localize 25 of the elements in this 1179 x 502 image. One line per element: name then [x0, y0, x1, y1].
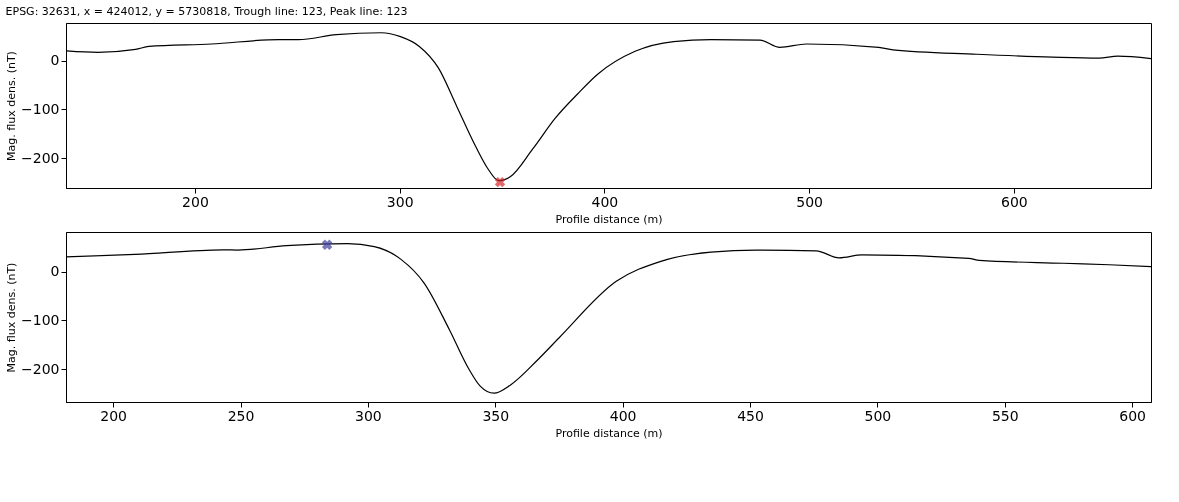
x-tick-label: 350 [482, 407, 510, 424]
x-tick-label: 500 [864, 407, 892, 424]
x-tick-label: 450 [737, 407, 764, 424]
x-tick-label: 600 [1000, 193, 1028, 210]
y-tick-label: 0 [50, 263, 60, 280]
x-axis-title: Profile distance (m) [555, 426, 663, 440]
y-tick-label: −100 [21, 311, 60, 328]
y-tick-label: −200 [21, 149, 60, 166]
y-axis-title: Mag. flux dens. (nT) [5, 262, 19, 373]
x-tick-label: 550 [991, 407, 1019, 424]
x-tick-label: 300 [386, 193, 414, 210]
x-tick-label: 600 [1119, 407, 1147, 424]
y-tick-label: −100 [21, 100, 60, 117]
y-tick-label: −200 [21, 360, 60, 377]
y-axis-title: Mag. flux dens. (nT) [5, 51, 19, 161]
x-tick-label: 400 [591, 193, 619, 210]
y-tick-label: 0 [50, 52, 60, 69]
x-axis-title: Profile distance (m) [555, 212, 663, 226]
x-tick-label: 200 [100, 407, 127, 424]
x-tick-label: 300 [355, 407, 382, 424]
x-tick-label: 250 [227, 407, 255, 424]
x-tick-label: 400 [609, 407, 637, 424]
chart-title: EPSG: 32631, x = 424012, y = 5730818, Trough line: 123, Peak line: 123 [5, 5, 408, 18]
x-tick-label: 200 [182, 193, 209, 210]
x-tick-label: 500 [796, 193, 823, 210]
